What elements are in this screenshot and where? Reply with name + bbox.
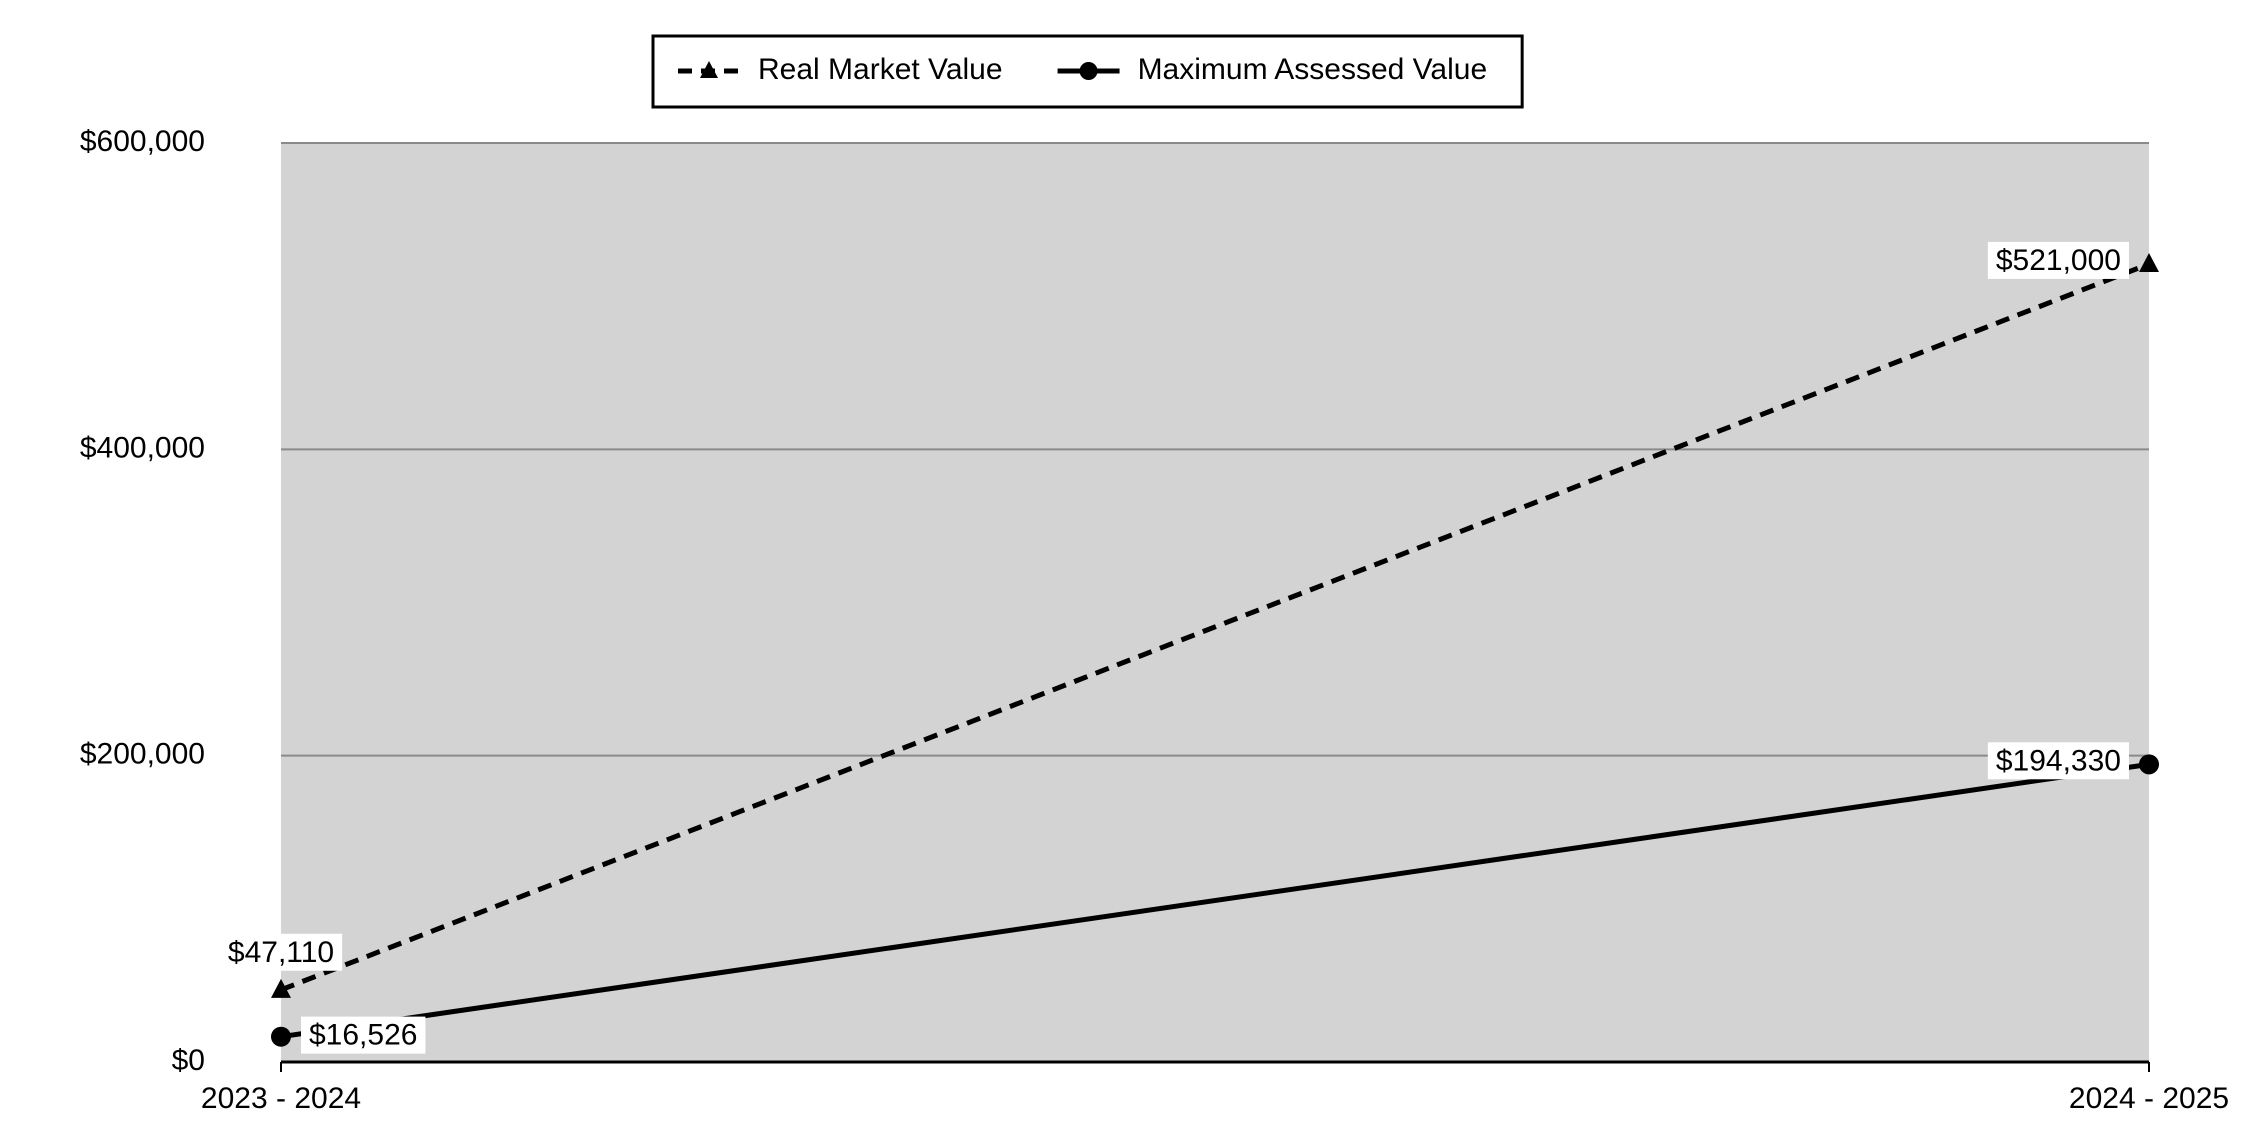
legend-label: Real Market Value [758, 53, 1003, 86]
data-label-group: $521,000 [1987, 241, 2129, 279]
data-label-bg [1987, 241, 2129, 279]
x-tick-label: 2024 - 2025 [2069, 1082, 2229, 1115]
legend: Real Market Value Maximum Assessed Value [651, 34, 1524, 109]
data-label-bg [219, 933, 343, 971]
y-tick-label: $200,000 [80, 738, 205, 771]
data-label-bg [1987, 742, 2129, 780]
y-tick-label: $600,000 [80, 125, 205, 158]
marker [2139, 253, 2159, 273]
data-label-group: $194,330 [1987, 742, 2129, 780]
legend-marker [1079, 62, 1098, 80]
data-label: $194,330 [1996, 744, 2121, 777]
series-line [280, 761, 2150, 1040]
data-label: $47,110 [228, 936, 334, 969]
y-tick-label: $0 [172, 1044, 205, 1077]
x-tick-label: 2023 - 2024 [201, 1082, 361, 1115]
plot-area [281, 143, 2149, 1062]
y-tick-label: $400,000 [80, 431, 205, 464]
series-line [280, 261, 2150, 993]
data-label: $521,000 [1996, 244, 2121, 277]
data-label-group: $47,110 [219, 933, 343, 971]
marker [271, 978, 291, 998]
data-label-group: $16,526 [301, 1016, 426, 1054]
marker [2139, 754, 2159, 775]
data-label: $16,526 [309, 1019, 417, 1052]
data-label-bg [301, 1016, 426, 1054]
legend-label: Maximum Assessed Value [1138, 53, 1488, 86]
legend-marker [700, 61, 718, 78]
marker [271, 1026, 291, 1047]
